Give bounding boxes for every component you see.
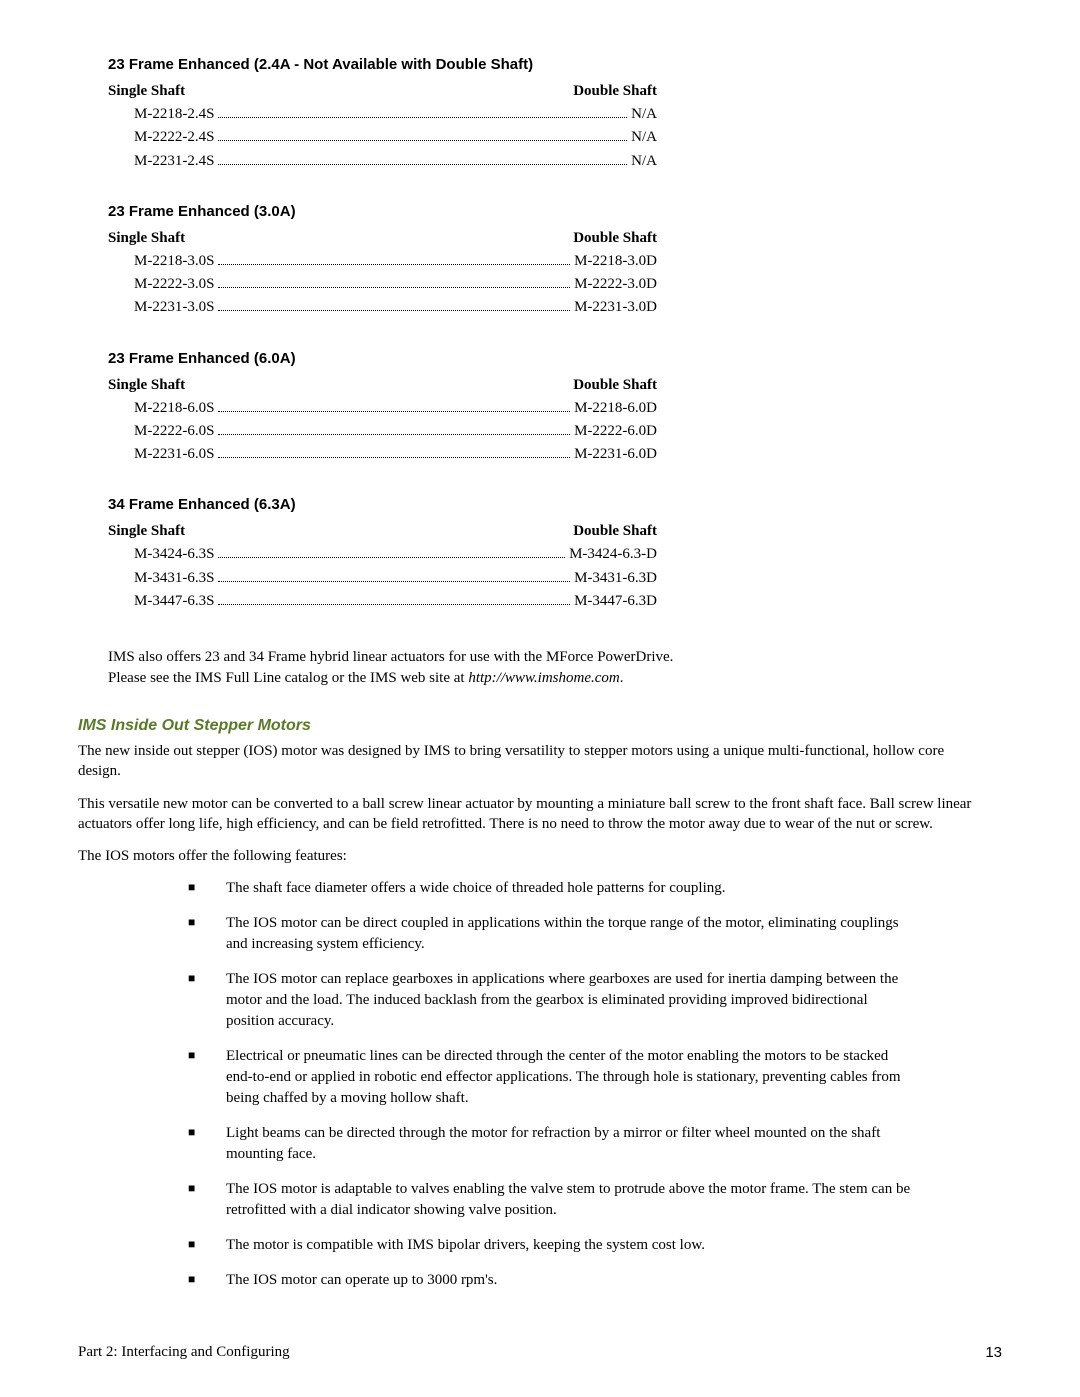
col-left-header: Single Shaft [108,523,185,540]
section-heading: 23 Frame Enhanced (6.0A) [108,350,1002,367]
col-left-header: Single Shaft [108,83,185,100]
col-left-header: Single Shaft [108,377,185,394]
note-line2c: . [620,670,624,686]
leader-dots [218,117,627,118]
shaft-row: M-2218-2.4S N/A [134,103,657,126]
column-header-row: Single Shaft Double Shaft [108,523,657,540]
leader-dots [218,287,570,288]
frame-section: 23 Frame Enhanced (3.0A) Single Shaft Doub… [78,203,1002,320]
double-shaft-value: M-3424-6.3-D [569,543,657,566]
shaft-row: M-2218-3.0S M-2218-3.0D [134,250,657,273]
section-heading: 34 Frame Enhanced (6.3A) [108,496,1002,513]
feature-item: The IOS motor can replace gearboxes in a… [188,969,912,1032]
double-shaft-value: M-2218-3.0D [574,250,657,273]
double-shaft-value: M-2218-6.0D [574,397,657,420]
double-shaft-value: M-2231-6.0D [574,443,657,466]
single-shaft-value: M-3424-6.3S [134,543,214,566]
page-footer: Part 2: Interfacing and Configuring 13 [78,1344,1002,1361]
page-number: 13 [985,1344,1002,1361]
shaft-row: M-2222-6.0S M-2222-6.0D [134,420,657,443]
footer-left: Part 2: Interfacing and Configuring [78,1344,290,1361]
double-shaft-value: M-2231-3.0D [574,296,657,319]
double-shaft-value: M-3431-6.3D [574,567,657,590]
double-shaft-value: M-2222-3.0D [574,273,657,296]
leader-dots [218,140,627,141]
frame-section: 23 Frame Enhanced (2.4A - Not Available … [78,56,1002,173]
leader-dots [218,581,570,582]
frame-section: 23 Frame Enhanced (6.0A) Single Shaft Doub… [78,350,1002,467]
ios-motors-heading: IMS Inside Out Stepper Motors [78,717,1002,735]
single-shaft-value: M-2231-6.0S [134,443,214,466]
double-shaft-value: M-2222-6.0D [574,420,657,443]
note-line2a: Please see the IMS Full Line catalog or … [108,670,468,686]
feature-item: The shaft face diameter offers a wide ch… [188,878,912,899]
single-shaft-value: M-2222-3.0S [134,273,214,296]
shaft-row: M-2218-6.0S M-2218-6.0D [134,397,657,420]
single-shaft-value: M-2231-3.0S [134,296,214,319]
single-shaft-value: M-2218-2.4S [134,103,214,126]
leader-dots [218,557,565,558]
single-shaft-value: M-2218-6.0S [134,397,214,420]
feature-item: Electrical or pneumatic lines can be dir… [188,1046,912,1109]
shaft-row: M-3424-6.3S M-3424-6.3-D [134,543,657,566]
double-shaft-value: M-3447-6.3D [574,590,657,613]
ios-para-1: The new inside out stepper (IOS) motor w… [78,741,987,782]
note-line1: IMS also offers 23 and 34 Frame hybrid l… [108,649,673,665]
col-right-header: Double Shaft [573,377,657,394]
double-shaft-value: N/A [631,126,657,149]
feature-item: The IOS motor is adaptable to valves ena… [188,1179,912,1221]
single-shaft-value: M-2222-6.0S [134,420,214,443]
leader-dots [218,604,570,605]
shaft-row: M-2231-3.0S M-2231-3.0D [134,296,657,319]
col-right-header: Double Shaft [573,523,657,540]
column-header-row: Single Shaft Double Shaft [108,230,657,247]
column-header-row: Single Shaft Double Shaft [108,83,657,100]
single-shaft-value: M-2218-3.0S [134,250,214,273]
col-right-header: Double Shaft [573,230,657,247]
feature-item: Light beams can be directed through the … [188,1123,912,1165]
feature-item: The IOS motor can be direct coupled in a… [188,913,912,955]
leader-dots [218,457,570,458]
section-heading: 23 Frame Enhanced (2.4A - Not Available … [108,56,1002,73]
features-list: The shaft face diameter offers a wide ch… [188,878,912,1291]
leader-dots [218,264,570,265]
col-right-header: Double Shaft [573,83,657,100]
leader-dots [218,310,570,311]
shaft-row: M-2222-3.0S M-2222-3.0D [134,273,657,296]
shaft-row: M-3431-6.3S M-3431-6.3D [134,567,657,590]
feature-item: The motor is compatible with IMS bipolar… [188,1235,912,1256]
ios-para-2: This versatile new motor can be converte… [78,794,987,835]
shaft-row: M-2222-2.4S N/A [134,126,657,149]
leader-dots [218,434,570,435]
frame-section: 34 Frame Enhanced (6.3A) Single Shaft Doub… [78,496,1002,613]
column-header-row: Single Shaft Double Shaft [108,377,657,394]
feature-item: The IOS motor can operate up to 3000 rpm… [188,1270,912,1291]
shaft-row: M-3447-6.3S M-3447-6.3D [134,590,657,613]
leader-dots [218,164,627,165]
leader-dots [218,411,570,412]
single-shaft-value: M-2222-2.4S [134,126,214,149]
ios-para-3: The IOS motors offer the following featu… [78,846,987,866]
shaft-row: M-2231-2.4S N/A [134,150,657,173]
single-shaft-value: M-3431-6.3S [134,567,214,590]
note-url: http://www.imshome.com [468,670,619,686]
shaft-row: M-2231-6.0S M-2231-6.0D [134,443,657,466]
section-heading: 23 Frame Enhanced (3.0A) [108,203,1002,220]
actuator-note: IMS also offers 23 and 34 Frame hybrid l… [108,647,907,689]
double-shaft-value: N/A [631,150,657,173]
double-shaft-value: N/A [631,103,657,126]
col-left-header: Single Shaft [108,230,185,247]
single-shaft-value: M-3447-6.3S [134,590,214,613]
single-shaft-value: M-2231-2.4S [134,150,214,173]
